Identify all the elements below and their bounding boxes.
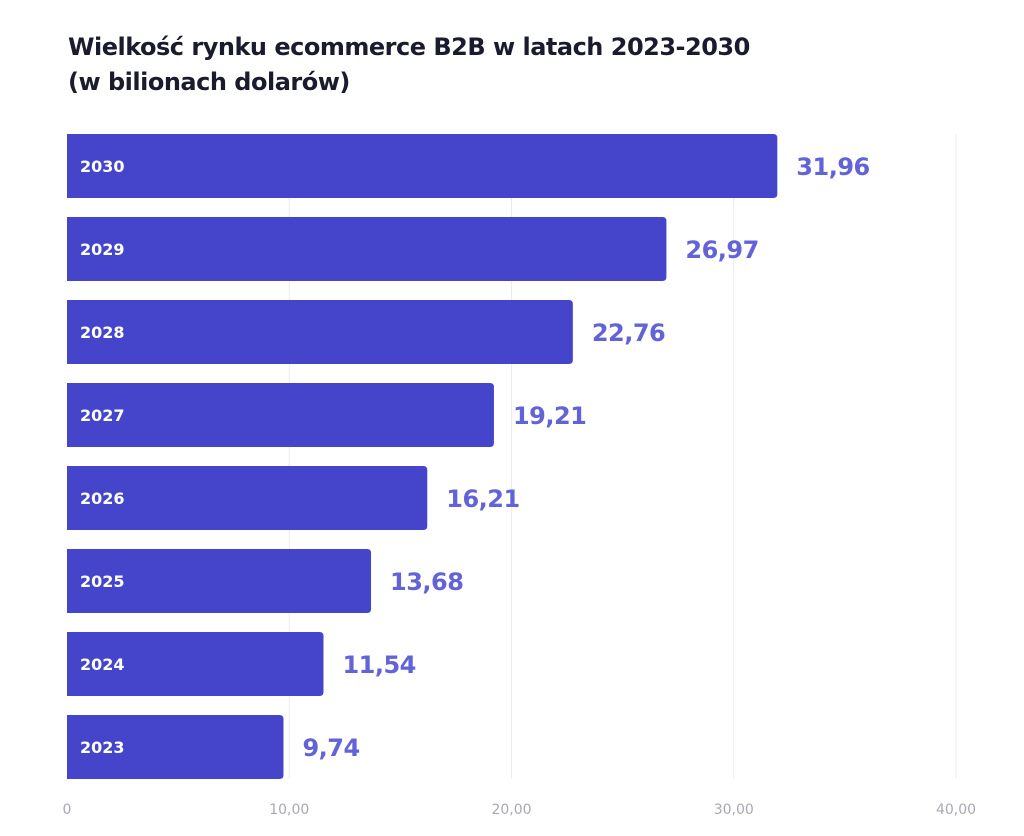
bar (67, 383, 494, 447)
chart-title: Wielkość rynku ecommerce B2B w latach 20… (68, 30, 750, 100)
data-label: 31,96 (796, 153, 869, 181)
x-tick-label: 30,00 (714, 802, 754, 818)
data-label: 22,76 (592, 319, 665, 347)
category-label: 2027 (80, 406, 125, 425)
chart-title-line-1: Wielkość rynku ecommerce B2B w latach 20… (68, 33, 750, 61)
x-tick-label: 20,00 (491, 802, 531, 818)
bar (67, 549, 372, 613)
x-tick-label: 10,00 (269, 802, 309, 818)
category-label: 2026 (80, 489, 125, 508)
category-label: 2030 (80, 157, 125, 176)
chart-title-line-2: (w bilionach dolarów) (68, 68, 350, 96)
data-label: 11,54 (342, 651, 415, 679)
bar (67, 300, 573, 364)
data-label: 16,21 (446, 485, 519, 513)
x-tick-label: 0 (63, 802, 72, 818)
category-label: 2023 (80, 738, 125, 757)
category-label: 2025 (80, 572, 125, 591)
bar (67, 632, 324, 696)
bar (67, 217, 667, 281)
x-tick-label: 40,00 (936, 802, 976, 818)
data-label: 9,74 (302, 734, 359, 762)
bar (67, 715, 284, 779)
bar (67, 134, 778, 198)
category-label: 2029 (80, 240, 125, 259)
bar (67, 466, 428, 530)
data-label: 26,97 (685, 236, 758, 264)
category-label: 2028 (80, 323, 125, 342)
category-label: 2024 (80, 655, 125, 674)
data-label: 13,68 (390, 568, 463, 596)
data-label: 19,21 (513, 402, 586, 430)
